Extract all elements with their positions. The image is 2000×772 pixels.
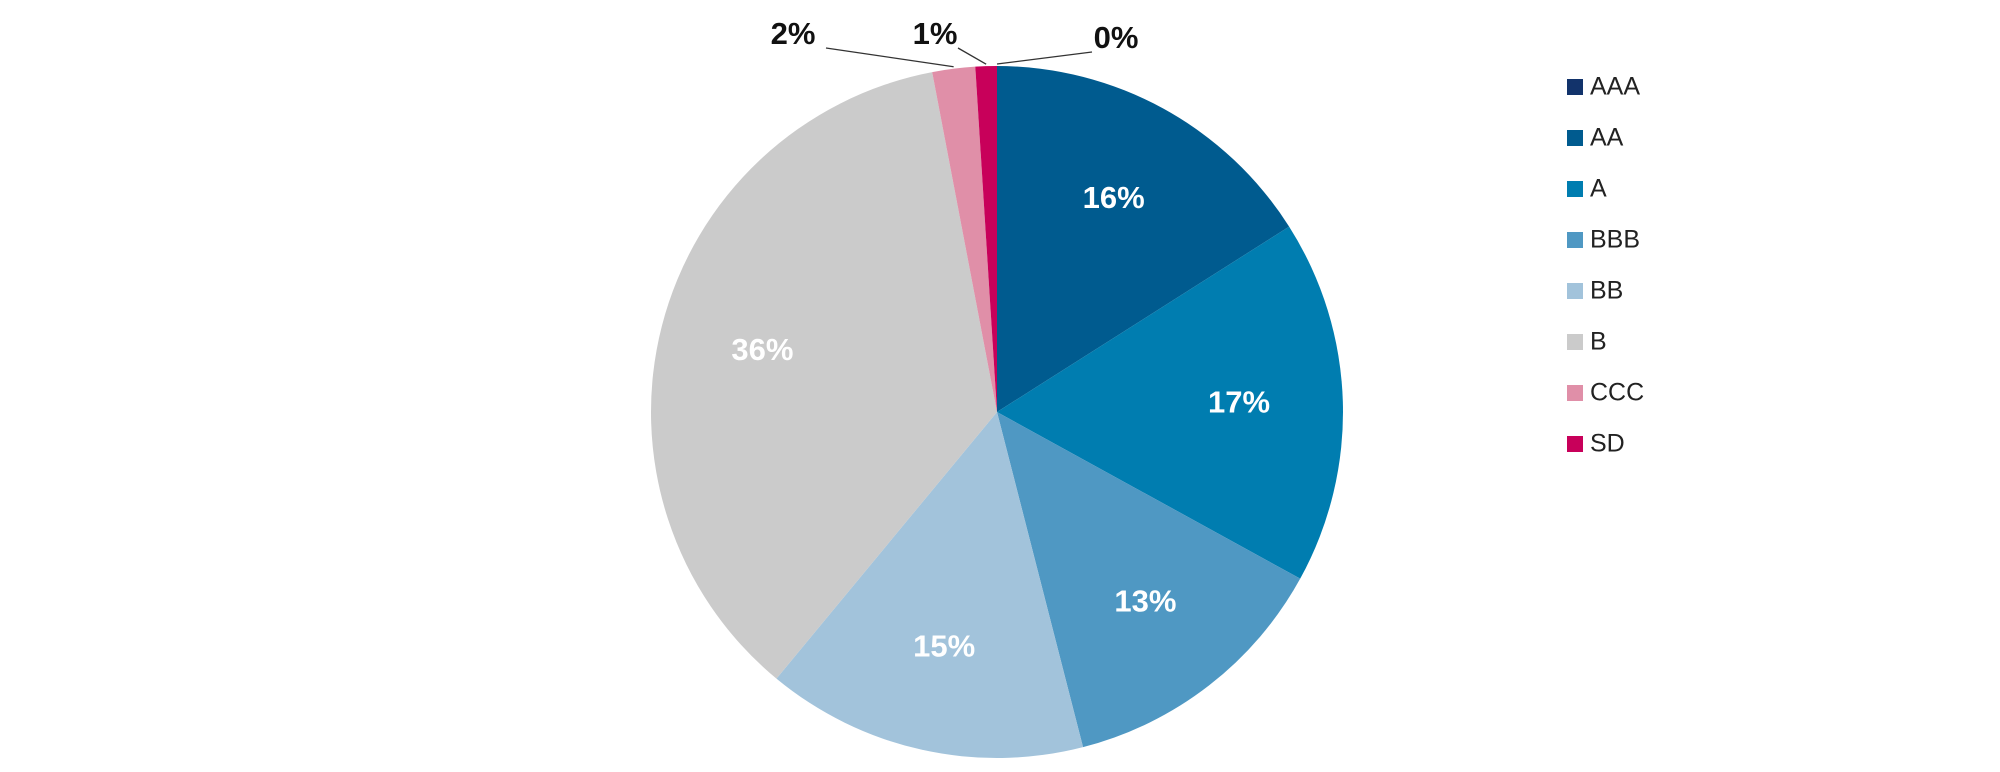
pie-slice <box>776 412 1084 758</box>
legend-label: BB <box>1590 277 1623 305</box>
legend-swatch <box>1567 181 1583 197</box>
pie-slice <box>932 66 997 413</box>
data-label: 17% <box>1208 385 1270 420</box>
legend-swatch <box>1567 130 1583 146</box>
data-label: 0% <box>1094 20 1139 55</box>
legend-swatch <box>1567 385 1583 401</box>
pie-slice <box>997 66 1290 412</box>
legend-label: A <box>1590 175 1607 203</box>
data-label: 1% <box>913 16 958 51</box>
legend-label: AA <box>1590 124 1624 152</box>
leader-line <box>825 47 954 68</box>
pie-slice <box>997 226 1343 579</box>
legend-label: BBB <box>1590 226 1640 254</box>
legend-label: SD <box>1590 430 1625 458</box>
legend-swatch <box>1567 79 1583 95</box>
legend-label: B <box>1590 328 1607 356</box>
data-label: 2% <box>771 16 816 51</box>
leader-line <box>996 51 1093 65</box>
legend-label: CCC <box>1590 379 1644 407</box>
leader-line <box>957 47 987 65</box>
data-label: 13% <box>1114 584 1176 619</box>
pie-slice <box>650 72 997 679</box>
legend-swatch <box>1567 232 1583 248</box>
pie-slice <box>997 412 1301 748</box>
pie-slice <box>975 66 997 412</box>
data-label: 16% <box>1083 180 1145 215</box>
legend-label: AAA <box>1590 73 1640 101</box>
legend-swatch <box>1567 283 1583 299</box>
data-label: 15% <box>913 629 975 664</box>
legend-swatch <box>1567 436 1583 452</box>
legend-swatch <box>1567 334 1583 350</box>
data-label: 36% <box>731 332 793 367</box>
